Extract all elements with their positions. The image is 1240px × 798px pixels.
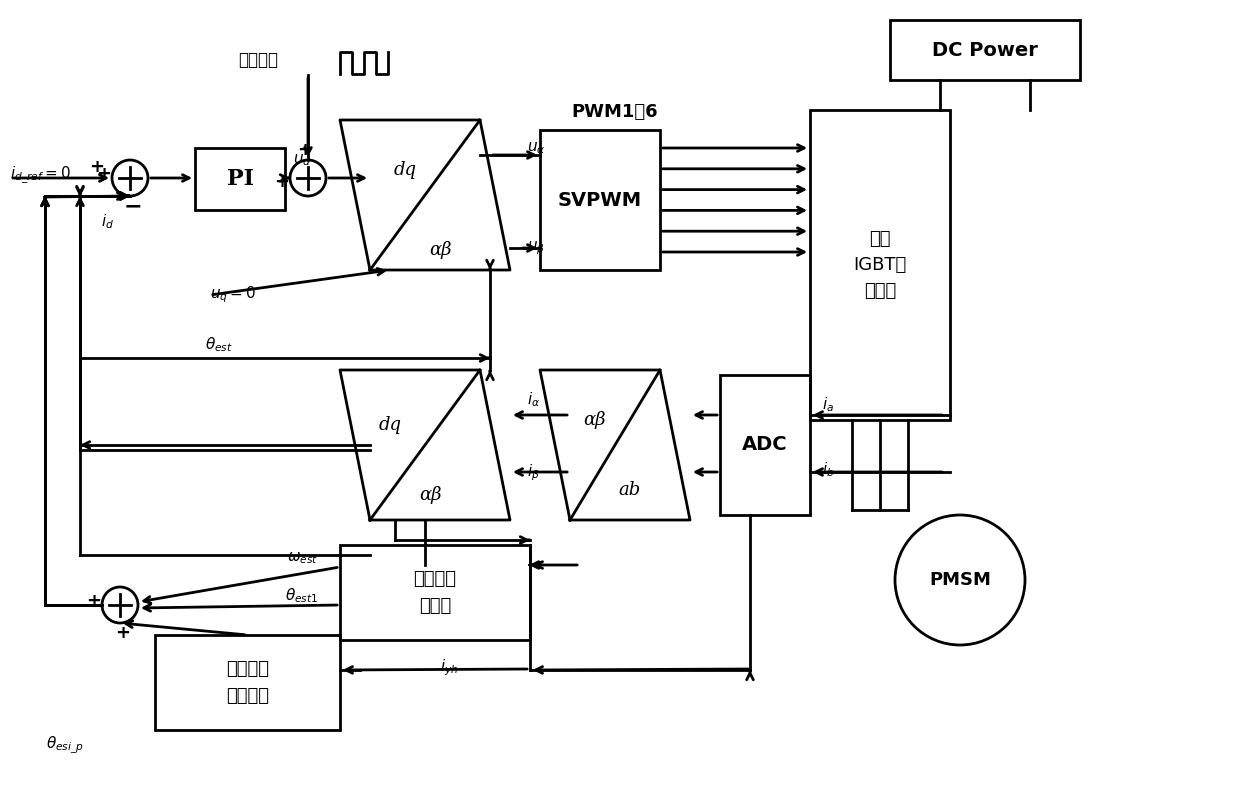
Text: $i_\alpha$: $i_\alpha$ (527, 391, 541, 409)
Text: PMSM: PMSM (929, 571, 991, 589)
Text: +: + (274, 173, 289, 191)
Text: −: − (124, 196, 143, 216)
Bar (340, 545, 529, 640)
Text: PI: PI (227, 168, 253, 190)
Bar (890, 20, 1080, 80)
Text: dq: dq (378, 416, 402, 434)
Text: +: + (87, 592, 102, 610)
Bar (810, 110, 950, 420)
Text: αβ: αβ (429, 241, 451, 259)
Text: +: + (298, 141, 312, 159)
Text: $\omega_{est}$: $\omega_{est}$ (286, 550, 317, 566)
Bar (195, 148, 285, 210)
Text: 基于
IGBT的
逆变器: 基于 IGBT的 逆变器 (853, 230, 906, 300)
Text: αβ: αβ (419, 486, 441, 504)
Text: 转子位置
观测器: 转子位置 观测器 (413, 571, 456, 614)
Text: +: + (97, 165, 112, 183)
Text: αβ: αβ (584, 411, 606, 429)
Bar (720, 375, 810, 515)
Text: $u_q=0$: $u_q=0$ (210, 285, 257, 306)
Text: +: + (115, 624, 130, 642)
Text: $i_{d\_ref}=0$: $i_{d\_ref}=0$ (10, 164, 71, 185)
Text: ab: ab (619, 481, 641, 499)
Text: $\theta_{est1}$: $\theta_{est1}$ (285, 587, 317, 606)
Text: $u_\alpha$: $u_\alpha$ (527, 140, 546, 156)
Text: +: + (89, 158, 104, 176)
Text: $i_{yh}$: $i_{yh}$ (440, 658, 459, 678)
Text: $i_\beta$: $i_\beta$ (527, 463, 539, 484)
Text: PWM1～6: PWM1～6 (572, 103, 658, 121)
Bar (539, 130, 660, 270)
Bar (155, 635, 340, 730)
Text: $i_b$: $i_b$ (822, 460, 835, 480)
Text: 转子极性
检测环节: 转子极性 检测环节 (226, 660, 269, 705)
Text: dq: dq (393, 161, 417, 179)
Text: SVPWM: SVPWM (558, 191, 642, 210)
Text: 随机注入: 随机注入 (238, 51, 278, 69)
Text: $i_a$: $i_a$ (822, 396, 835, 414)
Text: ADC: ADC (743, 436, 787, 455)
Text: DC Power: DC Power (932, 41, 1038, 60)
Text: $i_d$: $i_d$ (102, 212, 114, 231)
Text: $\theta_{est}$: $\theta_{est}$ (205, 336, 233, 354)
Text: $\theta_{esi\_p}$: $\theta_{esi\_p}$ (46, 734, 84, 756)
Text: $u_\beta$: $u_\beta$ (527, 239, 546, 257)
Text: $u_d$: $u_d$ (293, 152, 311, 168)
